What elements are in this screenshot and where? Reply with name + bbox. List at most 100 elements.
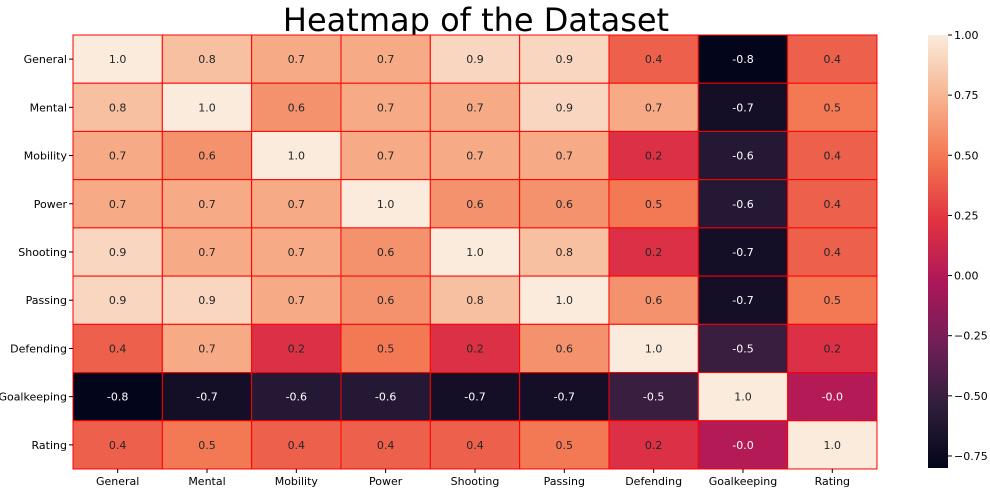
cell-value-label: 0.7	[288, 294, 306, 307]
y-tick-label: Goalkeeping	[0, 391, 67, 404]
heatmap-cells	[72, 34, 878, 470]
cell-value-label: 1.0	[466, 246, 484, 259]
y-axis-tick-labels: General Mental Mobility Power Shooting Passin…	[0, 53, 73, 452]
cell-value-label: 0.4	[466, 439, 484, 452]
heatmap-cell	[72, 82, 163, 132]
cell-value-label: 0.6	[377, 246, 395, 259]
cell-value-label: 0.8	[198, 53, 216, 66]
heatmap-cell	[340, 130, 431, 181]
heatmap-cell	[161, 323, 253, 374]
y-tick-label: Passing	[26, 294, 67, 307]
cell-value-label: 0.7	[109, 198, 127, 211]
heatmap-cell	[340, 372, 431, 422]
heatmap-cell	[787, 275, 878, 325]
heatmap-cell	[340, 179, 431, 229]
heatmap-cell	[72, 179, 163, 229]
cell-value-label: 0.6	[288, 101, 306, 114]
x-tick-label: Mobility	[275, 475, 319, 488]
cell-value-label: 1.0	[824, 439, 842, 452]
heatmap-cell	[72, 372, 163, 422]
heatmap-cell	[72, 275, 163, 325]
cell-value-label: 0.9	[198, 294, 216, 307]
heatmap-cell	[251, 275, 342, 325]
cell-value-label: 0.4	[377, 439, 395, 452]
cell-value-label: -0.0	[732, 439, 753, 452]
cell-value-label: 0.4	[109, 439, 127, 452]
cell-value-label: 0.4	[824, 150, 842, 163]
heatmap-cell	[697, 82, 789, 132]
cell-value-label: -0.0	[822, 391, 843, 404]
y-tick-label: Mental	[30, 101, 67, 114]
heatmap-cell	[697, 275, 789, 325]
cell-value-label: 0.7	[377, 101, 395, 114]
cell-value-label: 0.6	[645, 294, 663, 307]
cell-value-label: 0.7	[466, 150, 484, 163]
cell-value-label: 0.5	[824, 101, 842, 114]
cell-value-label: 0.2	[824, 342, 842, 355]
heatmap-cell	[429, 323, 521, 374]
cell-value-label: 0.5	[645, 198, 663, 211]
cell-value-label: 0.2	[288, 342, 306, 355]
cell-value-label: 0.7	[288, 53, 306, 66]
cell-value-label: -0.5	[732, 342, 753, 355]
heatmap-cell	[787, 82, 878, 132]
cell-value-label: 0.7	[466, 101, 484, 114]
heatmap-cell	[787, 372, 878, 422]
cell-value-label: 0.7	[645, 101, 663, 114]
heatmap-cell	[697, 34, 789, 84]
colorbar-tick-label: −0.75	[954, 450, 988, 463]
heatmap-cell	[72, 130, 163, 181]
cell-value-label: 0.7	[556, 150, 574, 163]
heatmap-cell	[519, 34, 610, 84]
heatmap-cell	[608, 82, 699, 132]
y-tick-label: General	[24, 53, 67, 66]
cell-value-label: 0.9	[556, 101, 574, 114]
heatmap-cell	[251, 372, 342, 422]
cell-value-label: 0.5	[556, 439, 574, 452]
heatmap-cell	[340, 420, 431, 470]
heatmap-cell	[251, 130, 342, 181]
x-tick-label: Rating	[815, 475, 850, 488]
x-tick-label: General	[96, 475, 139, 488]
x-tick-label: Mental	[188, 475, 225, 488]
cell-value-label: 0.2	[645, 246, 663, 259]
cell-value-label: 0.5	[198, 439, 216, 452]
colorbar-tick-label: 0.00	[954, 270, 979, 283]
heatmap-cell	[608, 227, 699, 277]
x-tick-label: Passing	[544, 475, 585, 488]
heatmap-cell	[429, 420, 521, 470]
heatmap-cell	[161, 275, 253, 325]
colorbar-tick-label: −0.50	[954, 390, 988, 403]
cell-value-label: 0.2	[645, 439, 663, 452]
colorbar-gradient	[928, 35, 948, 468]
cell-value-label: -0.6	[286, 391, 307, 404]
cell-value-label: -0.8	[107, 391, 128, 404]
cell-value-label: 0.4	[288, 439, 306, 452]
heatmap-cell	[251, 82, 342, 132]
x-tick-label: Power	[369, 475, 403, 488]
cell-value-label: -0.8	[732, 53, 753, 66]
cell-value-label: 1.0	[645, 342, 663, 355]
y-tick-label: Defending	[10, 342, 67, 355]
heatmap-cell	[161, 130, 253, 181]
cell-value-label: -0.7	[554, 391, 575, 404]
colorbar-tick-label: 0.75	[954, 89, 979, 102]
heatmap-cell	[72, 227, 163, 277]
cell-value-label: 0.4	[645, 53, 663, 66]
cell-value-label: 1.0	[556, 294, 574, 307]
cell-value-label: 0.7	[198, 246, 216, 259]
heatmap-cell	[251, 420, 342, 470]
cell-value-label: 1.0	[109, 53, 127, 66]
cell-value-label: 0.8	[466, 294, 484, 307]
heatmap-cell	[161, 420, 253, 470]
heatmap-cell	[787, 420, 878, 470]
cell-value-label: -0.7	[464, 391, 485, 404]
heatmap-cell	[429, 372, 521, 422]
cell-value-label: 0.6	[556, 198, 574, 211]
cell-value-label: 0.7	[198, 198, 216, 211]
cell-value-label: 0.7	[377, 53, 395, 66]
heatmap-cell	[519, 420, 610, 470]
cell-value-label: 1.0	[734, 391, 752, 404]
cell-value-label: 0.9	[556, 53, 574, 66]
